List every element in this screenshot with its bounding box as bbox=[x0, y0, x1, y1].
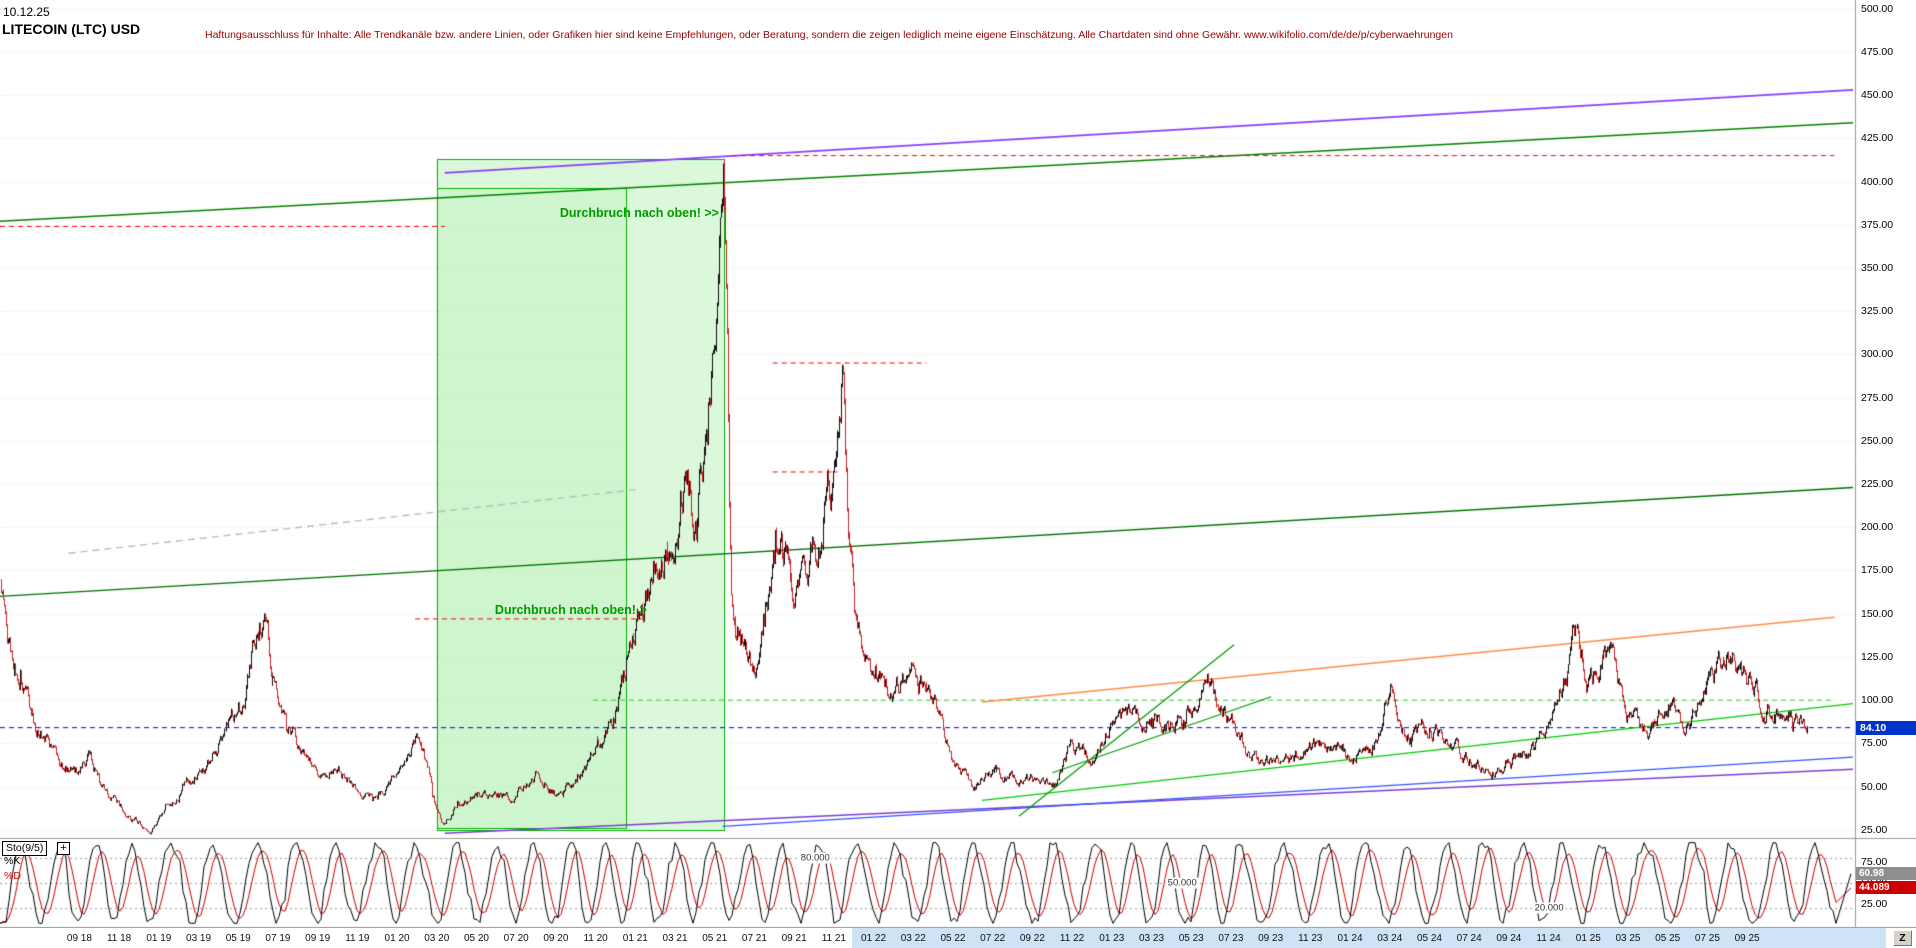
stochastic-d-label: %D bbox=[4, 870, 21, 882]
chart-date: 10.12.25 bbox=[3, 5, 50, 19]
time-axis-label: 11 23 bbox=[1298, 933, 1323, 944]
time-axis-label: 03 21 bbox=[662, 933, 688, 944]
price-axis-tick: 75.00 bbox=[1861, 737, 1888, 750]
indicator-axis-tick: 25.00 bbox=[1861, 898, 1888, 910]
time-axis-label: 01 20 bbox=[384, 933, 410, 944]
indicator-level-label: 50.000 bbox=[1165, 877, 1199, 889]
time-axis-label: 11 24 bbox=[1536, 933, 1561, 944]
time-axis-label: 11 21 bbox=[821, 933, 846, 944]
time-axis-label: 09 19 bbox=[305, 933, 331, 944]
price-axis-tick: 125.00 bbox=[1861, 650, 1894, 663]
time-axis-label: 07 23 bbox=[1218, 933, 1244, 944]
price-axis-tick: 450.00 bbox=[1861, 89, 1894, 102]
stochastic-k-label: %K bbox=[4, 855, 21, 867]
time-axis-label: 01 21 bbox=[622, 933, 648, 944]
price-axis-tick: 500.00 bbox=[1861, 2, 1894, 15]
time-axis-label: 05 20 bbox=[463, 933, 489, 944]
stochastic-d-value-badge: 44.089 bbox=[1856, 881, 1916, 895]
price-axis-tick: 50.00 bbox=[1861, 780, 1888, 793]
price-axis-tick: 325.00 bbox=[1861, 305, 1894, 318]
price-axis-tick: 25.00 bbox=[1861, 823, 1888, 836]
price-axis-tick: 175.00 bbox=[1861, 564, 1894, 577]
time-axis-label: 05 21 bbox=[702, 933, 728, 944]
price-axis-tick: 400.00 bbox=[1861, 175, 1894, 188]
time-axis-label: 03 24 bbox=[1377, 933, 1403, 944]
time-axis-label: 09 21 bbox=[781, 933, 807, 944]
time-axis-label: 11 22 bbox=[1059, 933, 1085, 944]
time-axis-label: 05 25 bbox=[1655, 933, 1681, 944]
time-axis-label: 01 19 bbox=[146, 933, 172, 944]
time-axis-label: 01 23 bbox=[1099, 933, 1125, 944]
indicator-label[interactable]: Sto(9/5) bbox=[2, 841, 48, 856]
price-axis-tick: 100.00 bbox=[1861, 694, 1894, 707]
time-axis-label: 05 23 bbox=[1178, 933, 1204, 944]
time-axis-label: 01 24 bbox=[1337, 933, 1363, 944]
time-axis-highlight bbox=[852, 928, 1886, 948]
indicator-level-label: 80.000 bbox=[798, 852, 832, 864]
time-axis-label: 03 23 bbox=[1138, 933, 1165, 944]
time-axis-label: 09 22 bbox=[1019, 933, 1045, 944]
price-axis-tick: 475.00 bbox=[1861, 45, 1894, 58]
time-axis-label: 03 25 bbox=[1615, 933, 1641, 944]
price-axis-tick: 250.00 bbox=[1861, 434, 1894, 447]
time-axis-label: 09 18 bbox=[66, 933, 92, 944]
time-axis-label: 05 22 bbox=[940, 933, 966, 944]
time-axis-label: 03 20 bbox=[424, 933, 450, 944]
price-axis-tick: 150.00 bbox=[1861, 607, 1894, 620]
time-axis-label: 07 19 bbox=[265, 933, 291, 944]
zoom-reset-button[interactable]: Z bbox=[1893, 930, 1912, 946]
time-axis-label: 03 19 bbox=[186, 933, 212, 944]
time-axis-label: 09 23 bbox=[1258, 933, 1284, 944]
price-axis-tick: 300.00 bbox=[1861, 348, 1894, 361]
time-axis-label: 09 20 bbox=[543, 933, 569, 944]
price-axis-tick: 350.00 bbox=[1861, 261, 1894, 274]
time-axis-label: 01 25 bbox=[1575, 933, 1601, 944]
time-axis-label: 09 24 bbox=[1496, 933, 1522, 944]
time-axis-label: 05 24 bbox=[1416, 933, 1442, 944]
annotation-breakout-1: Durchbruch nach oben! > bbox=[494, 603, 647, 618]
disclaimer-text: Haftungsausschluss für Inhalte: Alle Tre… bbox=[205, 29, 1453, 41]
time-axis-label: 07 20 bbox=[503, 933, 529, 944]
time-axis-label: 01 22 bbox=[861, 933, 887, 944]
time-axis-label: 07 24 bbox=[1456, 933, 1482, 944]
time-axis-label: 11 19 bbox=[345, 933, 370, 944]
current-price-badge: 84.10 bbox=[1856, 720, 1916, 735]
time-axis-label: 07 21 bbox=[741, 933, 767, 944]
time-axis-label: 11 20 bbox=[583, 933, 608, 944]
time-axis-label: 09 25 bbox=[1734, 933, 1760, 944]
annotation-breakout-0: Durchbruch nach oben! >> bbox=[559, 205, 719, 220]
price-axis-tick: 375.00 bbox=[1861, 218, 1894, 231]
indicator-axis-tick: 75.00 bbox=[1861, 856, 1888, 868]
indicator-level-label: 20.000 bbox=[1532, 902, 1566, 914]
time-axis-label: 11 18 bbox=[106, 933, 132, 944]
price-axis-tick: 275.00 bbox=[1861, 391, 1894, 404]
time-axis-label: 05 19 bbox=[225, 933, 251, 944]
price-axis-tick: 225.00 bbox=[1861, 478, 1894, 491]
time-axis-label: 07 25 bbox=[1694, 933, 1720, 944]
instrument-title: LITECOIN (LTC) USD bbox=[2, 21, 141, 37]
stochastic-k-value-badge: 60.98 bbox=[1856, 867, 1916, 881]
time-axis-label: 03 22 bbox=[900, 933, 926, 944]
price-axis-tick: 200.00 bbox=[1861, 521, 1894, 534]
time-axis-label: 07 22 bbox=[980, 933, 1006, 944]
indicator-add-button[interactable]: + bbox=[57, 842, 70, 855]
price-axis-tick: 425.00 bbox=[1861, 132, 1894, 145]
